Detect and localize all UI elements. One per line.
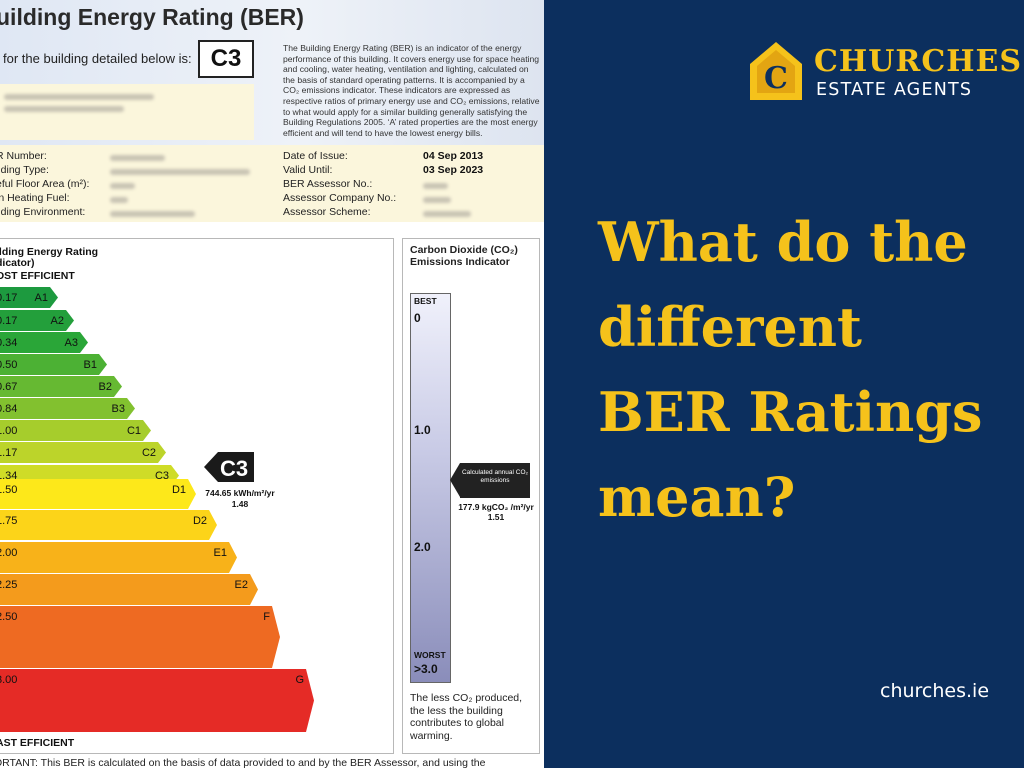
co2-max-label: >3.0 xyxy=(414,662,438,676)
ber-band-label: A1 xyxy=(35,292,48,304)
ber-band-value: 2.00 xyxy=(0,547,17,559)
ber-band-value: 0.17 xyxy=(0,315,17,327)
ber-band-g xyxy=(0,669,314,732)
rated-text: for the building detailed below is: xyxy=(3,51,192,66)
ber-band-value: 0.17 xyxy=(0,292,17,304)
ber-band-e1 xyxy=(0,542,237,573)
info-label: eful Floor Area (m²): xyxy=(0,178,90,190)
ber-band-label: B3 xyxy=(112,403,125,415)
ber-band-label: D1 xyxy=(172,484,186,496)
ber-band-label: C2 xyxy=(142,447,156,459)
ber-band-f xyxy=(0,606,280,668)
ber-band-e2 xyxy=(0,574,258,605)
co2-ratio-text: 1.51 xyxy=(487,512,505,522)
headline-line: What do the xyxy=(598,210,968,274)
ber-band-label: C1 xyxy=(127,425,141,437)
ber-band-c2 xyxy=(0,442,166,463)
certificate-title: uilding Energy Rating (BER) xyxy=(0,4,304,30)
valid-until: 03 Sep 2023 xyxy=(423,164,484,176)
logo-letter: C xyxy=(764,61,788,96)
co2-title-line-1: Carbon Dioxide (CO₂) xyxy=(410,244,518,256)
ber-band-b2 xyxy=(0,376,122,397)
co2-indicator-arrow: Calculated annual CO₂ emissions xyxy=(450,463,530,498)
ber-band-value: 1.00 xyxy=(0,425,17,437)
ber-band-a3 xyxy=(0,332,88,353)
ber-band-value: 3.00 xyxy=(0,674,17,686)
building-rating-indicator-label: C3 xyxy=(220,456,248,481)
ber-scale-heading: ilding Energy Rating xyxy=(0,246,99,258)
ber-band-label: G xyxy=(295,674,304,686)
indicator-ratio: 1.48 xyxy=(231,499,249,509)
ber-band-value: 0.84 xyxy=(0,403,17,415)
date-of-issue: 04 Sep 2013 xyxy=(423,150,484,162)
ber-bands: 0.17 A1 0.17 A2 0.34 A3 0.50 B1 0.67 B2 0.84 B3 1.00… xyxy=(0,287,314,732)
rating-box: C3 xyxy=(198,40,254,78)
certificate-footer: ORTANT: This BER is calculated on the ba… xyxy=(0,757,486,768)
info-label: R Number: xyxy=(0,150,47,162)
co2-title: Carbon Dioxide (CO₂) Emissions Indicator xyxy=(410,244,518,268)
ber-band-value: 0.67 xyxy=(0,381,17,393)
info-label: ilding Type: xyxy=(0,164,49,176)
ber-certificate-image: uilding Energy Rating (BER) for the buil… xyxy=(0,0,544,768)
building-indicator-values: 744.65 kWh/m²/yr 1.48 xyxy=(200,488,280,510)
headline-line: BER Ratings xyxy=(598,380,983,444)
address-blurred xyxy=(0,84,254,140)
co2-tick: 1.0 xyxy=(414,423,431,437)
least-efficient-label: AST EFFICIENT xyxy=(0,737,75,749)
info-label: in Heating Fuel: xyxy=(0,192,70,204)
ber-band-label: A2 xyxy=(51,315,64,327)
brand-name: CHURCHES xyxy=(814,44,1023,79)
brand-subtitle: ESTATE AGENTS xyxy=(816,80,973,100)
co2-title-line-2: Emissions Indicator xyxy=(410,256,510,268)
ber-band-label: F xyxy=(263,611,270,623)
ber-band-label: B1 xyxy=(84,359,97,371)
info-label: Assessor Scheme: xyxy=(283,206,371,218)
ber-band-label: E2 xyxy=(235,579,248,591)
churches-house-logo-icon: C xyxy=(750,42,802,100)
ber-band-b3 xyxy=(0,398,135,419)
certificate-info: R Number: ilding Type: eful Floor Area (… xyxy=(0,145,544,222)
co2-best-label: BEST xyxy=(414,296,437,306)
ber-band-d1 xyxy=(0,479,196,509)
co2-tick: 0 xyxy=(414,311,421,325)
ber-band-c1 xyxy=(0,420,151,441)
co2-tick: 2.0 xyxy=(414,540,431,554)
info-label: Assessor Company No.: xyxy=(283,192,397,204)
ber-band-value: 0.50 xyxy=(0,359,17,371)
ber-band-label: A3 xyxy=(65,337,78,349)
co2-note: The less CO₂ produced, the less the buil… xyxy=(410,692,523,742)
co2-scale: BEST 0 1.0 2.0 WORST >3.0 xyxy=(410,293,451,683)
ber-band-label: B2 xyxy=(99,381,112,393)
co2-indicator: Calculated annual CO₂ emissions 177.9 kg… xyxy=(450,463,540,522)
ber-band-value: 1.50 xyxy=(0,484,17,496)
ber-band-value: 1.17 xyxy=(0,447,17,459)
co2-value-text: 177.9 kgCO₂ /m²/yr xyxy=(458,502,534,512)
ber-scale-heading-2: dicator) xyxy=(0,257,35,269)
ber-band-value: 1.75 xyxy=(0,515,17,527)
indicator-kwh: 744.65 kWh/m²/yr xyxy=(205,488,275,498)
ber-band-a2 xyxy=(0,310,74,331)
website-link[interactable]: churches.ie xyxy=(880,680,990,702)
info-label: Valid Until: xyxy=(283,164,333,176)
info-label: BER Assessor No.: xyxy=(283,178,373,190)
building-rating-indicator xyxy=(204,452,254,482)
ber-band-d2 xyxy=(0,510,217,540)
ber-band-label: D2 xyxy=(193,515,207,527)
co2-worst-label: WORST xyxy=(414,650,446,660)
ber-band-value: 2.50 xyxy=(0,611,17,623)
ber-band-value: 2.25 xyxy=(0,579,17,591)
headline-line: different xyxy=(598,295,862,359)
info-label: Date of Issue: xyxy=(283,150,348,162)
ber-band-label: E1 xyxy=(214,547,227,559)
headline-line: mean? xyxy=(598,465,796,529)
ber-band-value: 0.34 xyxy=(0,337,17,349)
most-efficient-label: OST EFFICIENT xyxy=(0,270,75,282)
co2-value: 177.9 kgCO₂ /m²/yr 1.51 xyxy=(452,502,540,522)
ber-band-b1 xyxy=(0,354,107,375)
headline: What do the different BER Ratings mean? xyxy=(598,200,1008,540)
info-label: ilding Environment: xyxy=(0,206,86,218)
ber-band-a1 xyxy=(0,287,58,308)
ber-description: The Building Energy Rating (BER) is an i… xyxy=(283,43,540,138)
